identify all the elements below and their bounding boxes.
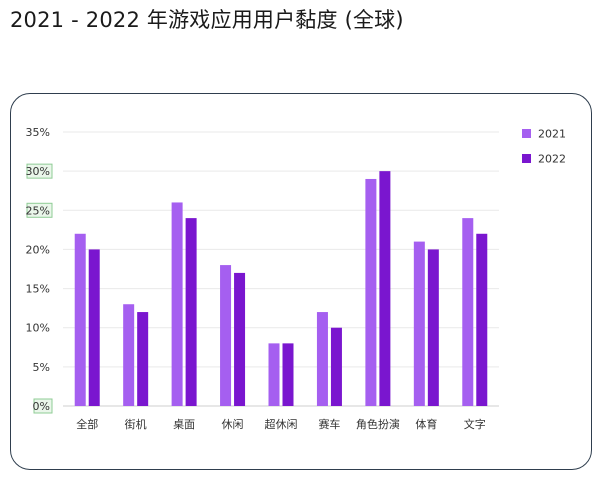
ytick-highlight-30 — [26, 163, 53, 179]
bar-2022-2[interactable] — [185, 218, 197, 406]
bar-2021-6[interactable] — [365, 178, 377, 406]
bar-2021-8[interactable] — [462, 218, 474, 406]
x-tick-label: 桌面 — [173, 418, 195, 431]
bar-2022-0[interactable] — [88, 249, 100, 406]
y-tick-label: 15% — [26, 283, 50, 296]
y-tick-label: 25% — [26, 204, 50, 217]
legend-swatch-2021 — [522, 129, 531, 138]
bar-2021-1[interactable] — [123, 304, 135, 406]
bar-2022-7[interactable] — [427, 249, 439, 406]
y-tick-label: 30% — [26, 165, 50, 178]
x-tick-label: 体育 — [415, 417, 437, 431]
x-tick-label: 超休闲 — [265, 417, 298, 431]
x-tick-label: 休闲 — [222, 417, 244, 431]
y-tick-label: 0% — [33, 400, 50, 413]
y-tick-label: 5% — [33, 361, 50, 374]
legend-label-2022: 2022 — [538, 153, 566, 166]
bar-2021-7[interactable] — [413, 241, 425, 406]
bar-2021-0[interactable] — [74, 233, 86, 406]
page-title: 2021 - 2022 年游戏应用用户黏度 (全球) — [10, 8, 404, 32]
bar-2021-3[interactable] — [220, 265, 232, 406]
x-tick-label: 角色扮演 — [356, 417, 400, 431]
bar-2022-8[interactable] — [476, 233, 488, 406]
bar-2022-4[interactable] — [282, 343, 294, 406]
x-tick-label: 赛车 — [318, 417, 340, 431]
chart-card: 0% 5% 10% 15% 20% 25% 30% 35% 全部 街机 桌面 休闲 超休闲 赛车 角色扮演 体… — [10, 93, 592, 470]
bar-2022-1[interactable] — [137, 312, 149, 406]
legend-swatch-2022 — [522, 154, 531, 163]
bar-2022-5[interactable] — [330, 327, 342, 406]
bar-2021-2[interactable] — [171, 202, 183, 406]
bar-chart: 0% 5% 10% 15% 20% 25% 30% 35% 全部 街机 桌面 休闲 超休闲 赛车 角色扮演 体… — [26, 126, 566, 431]
ytick-highlight-0 — [33, 398, 53, 414]
ytick-highlight-25 — [26, 202, 53, 218]
x-tick-label: 街机 — [125, 417, 147, 431]
x-tick-label: 文字 — [464, 417, 486, 431]
bar-2021-5[interactable] — [316, 312, 328, 406]
bar-2022-6[interactable] — [379, 171, 391, 406]
bar-2021-4[interactable] — [268, 343, 280, 406]
x-tick-label: 全部 — [76, 417, 98, 431]
legend-label-2021: 2021 — [538, 128, 566, 141]
bar-2022-3[interactable] — [234, 272, 246, 406]
y-tick-label: 10% — [26, 322, 50, 335]
y-tick-label: 35% — [26, 126, 50, 139]
y-tick-label: 20% — [26, 243, 50, 256]
